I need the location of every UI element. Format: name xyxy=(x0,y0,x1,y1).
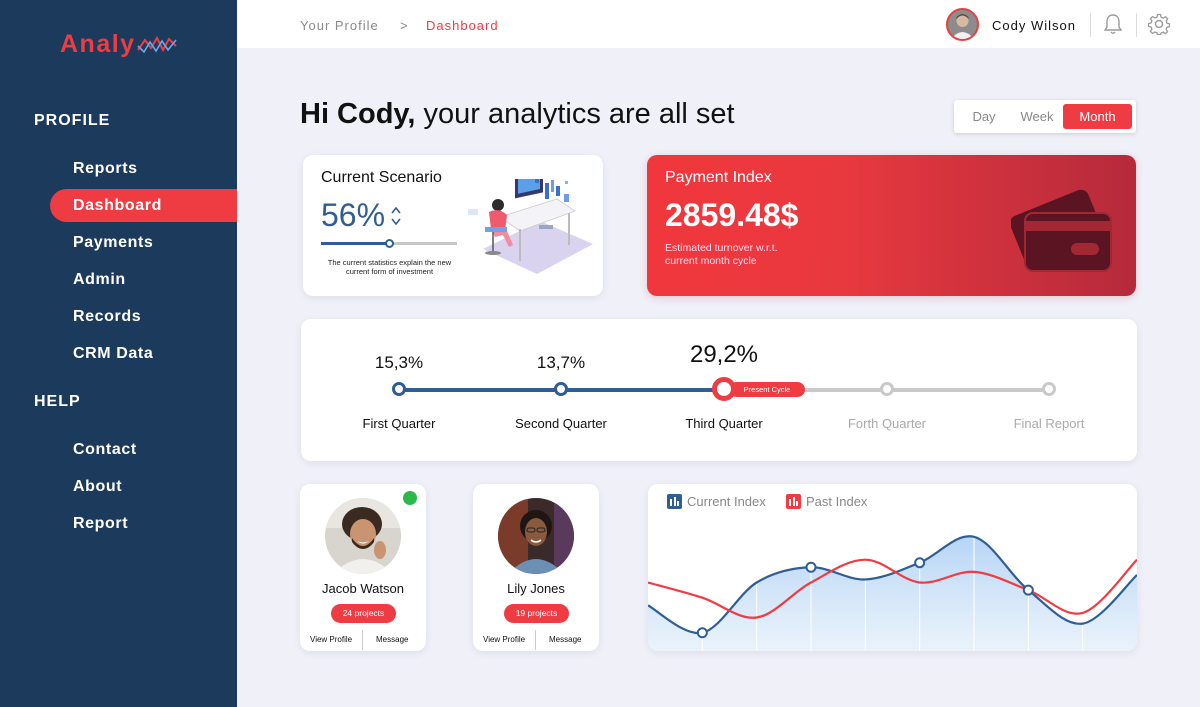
timeline-node-first[interactable] xyxy=(392,382,406,396)
sidebar-item-crm-data[interactable]: CRM Data xyxy=(73,345,154,362)
sidebar-item-admin[interactable]: Admin xyxy=(73,271,126,288)
breadcrumb-separator: > xyxy=(400,18,409,33)
scenario-title: Current Scenario xyxy=(321,169,442,186)
section-help: HELP xyxy=(34,393,81,410)
period-toggle: Day Week Month xyxy=(954,100,1136,133)
current-index-area xyxy=(648,536,1137,651)
current-scenario-card: Current Scenario 56% The current statist… xyxy=(303,155,603,296)
scenario-progress-knob[interactable] xyxy=(384,239,394,248)
bell-icon[interactable] xyxy=(1103,13,1123,35)
quarter-label-third: Third Quarter xyxy=(685,416,763,431)
quarter-timeline-card: 15,3% 13,7% 29,2% Present Cycle First Qu… xyxy=(301,319,1137,461)
divider xyxy=(1090,13,1091,37)
timeline-node-second[interactable] xyxy=(554,382,568,396)
message-link[interactable]: Message xyxy=(376,635,409,644)
quarter-value-second: 13,7% xyxy=(536,353,586,372)
section-profile: PROFILE xyxy=(34,112,111,129)
greeting-text: your analytics are all set xyxy=(423,98,735,130)
user-avatar[interactable] xyxy=(946,8,979,41)
app-logo[interactable]: Analy xyxy=(60,30,177,59)
sort-arrows-icon[interactable] xyxy=(390,205,402,227)
scenario-value: 56% xyxy=(321,197,386,233)
legend-label: Current Index xyxy=(687,494,766,509)
person-name: Lily Jones xyxy=(507,581,565,596)
projects-badge[interactable]: 24 projects xyxy=(331,604,396,623)
bar-chart-icon xyxy=(786,494,801,509)
sidebar: Analy PROFILE Reports Dashboard Payments… xyxy=(0,0,237,707)
timeline-node-final[interactable] xyxy=(1042,382,1056,396)
quarter-value-first: 15,3% xyxy=(374,353,424,372)
top-bar: Your Profile > Dashboard Cody Wilson xyxy=(237,0,1200,48)
credit-card-icon xyxy=(1011,189,1112,272)
toggle-week[interactable]: Week xyxy=(1020,109,1054,124)
profile-card-lily-jones: Lily Jones 19 projects View Profile Mess… xyxy=(473,484,599,651)
divider xyxy=(535,630,536,650)
gear-icon[interactable] xyxy=(1148,13,1170,35)
payment-title: Payment Index xyxy=(665,169,772,186)
quarter-label-forth: Forth Quarter xyxy=(847,416,927,431)
data-point[interactable] xyxy=(1022,584,1034,596)
payment-description: Estimated turnover w.r.t. current month … xyxy=(665,242,778,267)
workspace-illustration xyxy=(468,179,593,274)
quarter-value-third: 29,2% xyxy=(689,341,759,368)
avatar[interactable] xyxy=(325,498,401,574)
divider xyxy=(1136,13,1137,37)
payment-value: 2859.48$ xyxy=(665,197,799,233)
quarter-label-final: Final Report xyxy=(1013,416,1085,431)
sidebar-item-contact[interactable]: Contact xyxy=(73,441,137,458)
scenario-progress-fill xyxy=(321,242,389,245)
sidebar-item-dashboard[interactable]: Dashboard xyxy=(50,189,237,222)
timeline-node-forth[interactable] xyxy=(880,382,894,396)
past-index-line xyxy=(648,558,1137,619)
timeline-node-third[interactable] xyxy=(712,377,736,401)
greeting-title: Hi Cody, your analytics are all set xyxy=(300,98,735,131)
message-link[interactable]: Message xyxy=(549,635,582,644)
sidebar-item-reports[interactable]: Reports xyxy=(73,160,138,177)
logo-wave-icon xyxy=(136,35,177,53)
divider xyxy=(362,630,363,650)
quarter-label-second: Second Quarter xyxy=(515,416,607,431)
breadcrumb-your-profile[interactable]: Your Profile xyxy=(300,18,379,33)
toggle-day[interactable]: Day xyxy=(972,109,996,124)
view-profile-link[interactable]: View Profile xyxy=(310,635,353,644)
person-name: Jacob Watson xyxy=(322,581,404,596)
scenario-description: The current statistics explain the new c… xyxy=(327,258,452,276)
data-point[interactable] xyxy=(696,627,708,639)
line-chart xyxy=(648,535,1137,651)
data-point[interactable] xyxy=(805,561,817,573)
data-point[interactable] xyxy=(914,557,926,569)
user-name[interactable]: Cody Wilson xyxy=(992,18,1076,33)
legend-current-index[interactable]: Current Index xyxy=(667,494,766,509)
breadcrumb-dashboard[interactable]: Dashboard xyxy=(426,18,499,33)
legend-past-index[interactable]: Past Index xyxy=(786,494,867,509)
bar-chart-icon xyxy=(667,494,682,509)
logo-text: Analy xyxy=(60,30,136,58)
sidebar-item-report[interactable]: Report xyxy=(73,515,129,532)
index-chart-card: Current Index Past Index xyxy=(648,484,1137,651)
sidebar-item-payments[interactable]: Payments xyxy=(73,234,154,251)
sidebar-item-records[interactable]: Records xyxy=(73,308,142,325)
sidebar-item-about[interactable]: About xyxy=(73,478,123,495)
profile-card-jacob-watson: Jacob Watson 24 projects View Profile Me… xyxy=(300,484,426,651)
view-profile-link[interactable]: View Profile xyxy=(483,635,526,644)
avatar[interactable] xyxy=(498,498,574,574)
toggle-month[interactable]: Month xyxy=(1063,104,1132,129)
online-status-dot xyxy=(403,491,417,505)
legend-label: Past Index xyxy=(806,494,868,509)
current-index-line xyxy=(648,535,1137,635)
quarter-label-first: First Quarter xyxy=(362,416,436,431)
present-cycle-badge: Present Cycle xyxy=(729,382,805,397)
payment-index-card: Payment Index 2859.48$ Estimated turnove… xyxy=(647,155,1136,296)
scenario-progress-bar xyxy=(321,239,457,248)
projects-badge[interactable]: 19 projects xyxy=(504,604,569,623)
greeting-name: Hi Cody, xyxy=(300,98,416,130)
